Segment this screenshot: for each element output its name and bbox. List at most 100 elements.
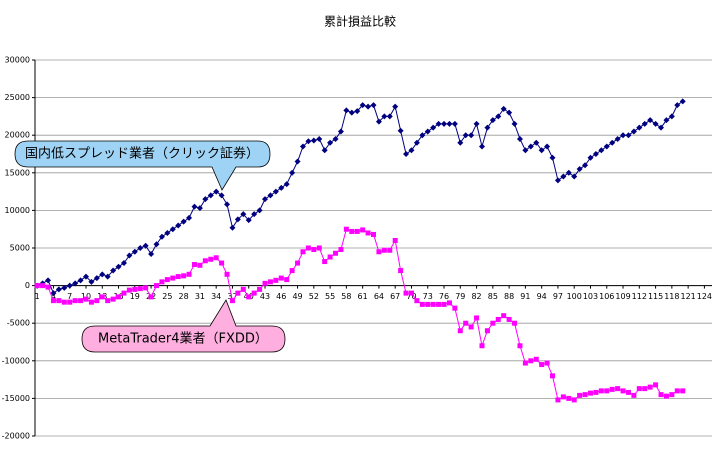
x-tick-label: 7 [67,292,72,301]
point [343,226,349,232]
point [66,282,73,289]
point [446,120,453,127]
point [544,360,550,366]
point [137,245,144,251]
point [592,151,599,157]
x-tick-label: 61 [358,292,368,301]
point [593,389,599,395]
point [305,245,311,251]
y-tick-label: 0 [25,281,30,290]
point [246,294,252,300]
x-tick-label: 4 [51,292,56,301]
point [625,389,631,395]
x-tick-label: 10 [81,292,91,301]
point [674,102,681,109]
point [262,196,269,203]
point [463,320,469,326]
point [234,216,241,223]
point [110,296,116,302]
point [457,328,463,334]
point [413,139,420,146]
point [571,173,578,180]
point [299,143,306,150]
point [164,277,170,283]
x-tick-label: 91 [520,292,530,301]
point [45,284,51,290]
point [278,275,284,281]
point [332,135,339,142]
x-tick-label: 82 [471,292,481,301]
point [278,184,285,191]
point [582,162,589,169]
point [625,132,632,139]
point [283,181,290,188]
point [316,245,322,251]
point [116,294,122,300]
x-tick-label: 97 [553,292,563,301]
y-tick-label: -20000 [2,432,30,441]
y-tick-label: 25000 [5,93,30,102]
point [197,262,203,268]
point [104,273,111,280]
point [560,173,567,180]
point [126,287,132,293]
point [251,211,258,218]
point [218,192,225,199]
x-tick-label: 64 [374,292,384,301]
point [219,260,225,266]
point [240,211,247,218]
point [511,120,518,127]
point [267,192,274,199]
point [77,277,84,284]
plot-area: -20000 -15000 -10000 -5000 0 5000 10000 15000 20… [2,56,712,441]
point [300,249,306,255]
point [78,298,84,304]
point [517,343,523,349]
point [653,382,659,388]
point [154,283,160,289]
point [120,260,127,267]
x-tick-label: 76 [439,292,449,301]
callout-pink: MetaTrader4業者（FXDD） [81,299,286,353]
point [245,217,252,224]
y-tick-label: -5000 [7,319,30,328]
point [479,343,485,349]
point [642,386,648,392]
point [45,277,52,284]
point [153,241,160,248]
point [560,394,566,400]
point [408,147,415,154]
point [50,298,56,304]
point [398,268,404,274]
point [148,251,155,258]
point [180,218,187,225]
point [333,250,339,256]
y-tick-label: 20000 [5,131,30,140]
point [647,117,654,124]
point [181,273,187,279]
point [164,229,171,236]
point [544,143,551,150]
point [208,256,214,262]
x-tick-label: 58 [341,292,351,301]
point [424,128,431,135]
point [658,124,665,131]
point [636,386,642,392]
callout-bubble [14,140,271,191]
x-tick-label: 115 [648,292,663,301]
point [468,132,475,139]
x-tick-label: 49 [292,292,302,301]
x-tick-label: 43 [260,292,270,301]
point [337,128,344,135]
point [94,298,100,304]
point [516,135,523,142]
point [137,286,143,292]
point [321,147,328,154]
point [555,397,561,403]
point [674,388,680,394]
x-tick-label: 100 [567,292,582,301]
point [522,360,528,366]
point [500,105,507,112]
x-tick-label: 85 [488,292,498,301]
point [375,118,382,125]
